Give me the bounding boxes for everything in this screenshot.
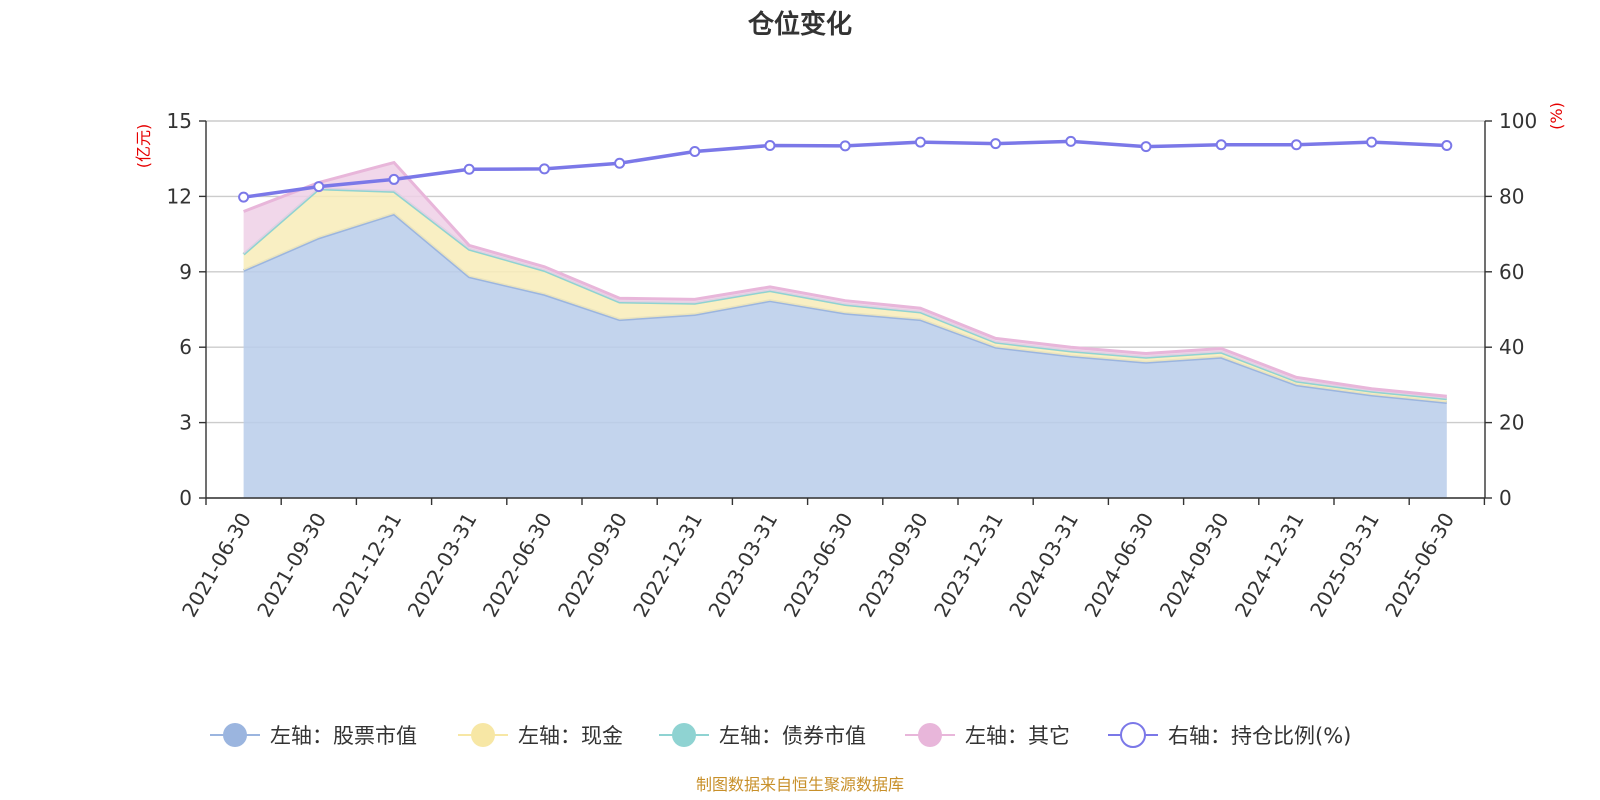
- right-axis-tick-label: 60: [1499, 260, 1524, 284]
- x-axis-tick-label: 2023-06-30: [779, 509, 858, 622]
- ratio-point: [839, 140, 851, 152]
- ratio-point: [914, 136, 926, 148]
- legend-marker: [1120, 722, 1146, 748]
- ratio-point: [538, 163, 550, 175]
- x-axis-tick-label: 2023-03-31: [703, 509, 782, 622]
- ratio-point: [1215, 139, 1227, 151]
- x-axis-tick-label: 2023-12-31: [929, 509, 1008, 622]
- position-ratio-line: [238, 135, 1453, 203]
- ratio-point: [689, 146, 701, 158]
- x-axis-tick-label: 2021-09-30: [252, 509, 331, 622]
- x-axis-tick-label: 2025-06-30: [1380, 509, 1459, 622]
- left-axis-tick-label: 3: [179, 411, 192, 435]
- right-axis-tick-label: 80: [1499, 184, 1524, 208]
- ratio-point: [1290, 139, 1302, 151]
- right-axis-tick-label: 100: [1499, 109, 1537, 133]
- ratio-point: [990, 138, 1002, 150]
- x-axis-tick-label: 2021-12-31: [327, 509, 406, 622]
- x-axis-tick-label: 2021-06-30: [177, 509, 256, 622]
- x-axis-tick-label: 2023-09-30: [854, 509, 933, 622]
- area-edge-other: [243, 160, 1447, 398]
- ratio-point: [313, 181, 325, 193]
- left-axis-tick-label: 0: [179, 486, 192, 510]
- area-cash: [243, 188, 1447, 403]
- area-stock-value: [243, 214, 1447, 498]
- x-axis-tick-label: 2022-09-30: [553, 509, 632, 622]
- legend-label: 左轴：其它: [965, 724, 1070, 748]
- legend: 左轴：股票市值 左轴：现金 左轴：债券市值 左轴：其它 右轴：持仓比例(%): [210, 722, 1351, 748]
- ratio-point: [614, 157, 626, 169]
- right-axis-tick-label: 40: [1499, 335, 1524, 359]
- ratio-point: [764, 140, 776, 152]
- ratio-point: [463, 163, 475, 175]
- legend-item-bond-value[interactable]: 左轴：债券市值: [659, 723, 866, 748]
- ratio-point: [1140, 141, 1152, 153]
- legend-marker: [918, 723, 942, 747]
- legend-item-other[interactable]: 左轴：其它: [905, 723, 1070, 748]
- x-axis-tick-label: 2022-12-31: [628, 509, 707, 622]
- legend-label: 左轴：股票市值: [270, 724, 417, 748]
- legend-marker: [672, 723, 696, 747]
- x-axis-tick-label: 2025-03-31: [1305, 509, 1384, 622]
- x-axis-tick-label: 2024-03-31: [1004, 509, 1083, 622]
- stacked-areas: [242, 160, 1447, 498]
- ratio-point: [238, 191, 250, 203]
- legend-label: 左轴：现金: [518, 724, 623, 748]
- left-axis-tick-label: 6: [179, 335, 192, 359]
- right-axis-tick-label: 20: [1499, 411, 1524, 435]
- legend-label: 左轴：债券市值: [719, 724, 866, 748]
- legend-item-position-ratio[interactable]: 右轴：持仓比例(%): [1108, 722, 1351, 748]
- chart-title: 仓位变化: [747, 9, 852, 40]
- x-axis-tick-label: 2024-09-30: [1155, 509, 1234, 622]
- left-axis-tick-label: 9: [179, 260, 192, 284]
- source-note: 制图数据来自恒生聚源数据库: [696, 775, 904, 794]
- x-axis-tick-label: 2022-03-31: [403, 509, 482, 622]
- legend-item-stock-value[interactable]: 左轴：股票市值: [210, 723, 417, 748]
- legend-marker: [223, 723, 247, 747]
- legend-item-cash[interactable]: 左轴：现金: [458, 723, 623, 748]
- left-axis-tick-label: 12: [167, 184, 192, 208]
- legend-marker: [471, 723, 495, 747]
- x-axis-tick-label: 2022-06-30: [478, 509, 557, 622]
- x-axis-tick-label: 2024-12-31: [1230, 509, 1309, 622]
- ratio-point: [1366, 136, 1378, 148]
- ratio-point: [1065, 135, 1077, 147]
- right-axis-unit: (%): [1547, 102, 1566, 130]
- left-axis-tick-label: 15: [167, 109, 192, 133]
- ratio-point: [1441, 140, 1453, 152]
- legend-label: 右轴：持仓比例(%): [1168, 724, 1351, 748]
- area-other: [243, 162, 1447, 399]
- ratio-point: [388, 173, 400, 185]
- x-axis-tick-label: 2024-06-30: [1079, 509, 1158, 622]
- left-axis-unit: (亿元): [134, 124, 153, 169]
- right-axis-tick-label: 0: [1499, 486, 1512, 510]
